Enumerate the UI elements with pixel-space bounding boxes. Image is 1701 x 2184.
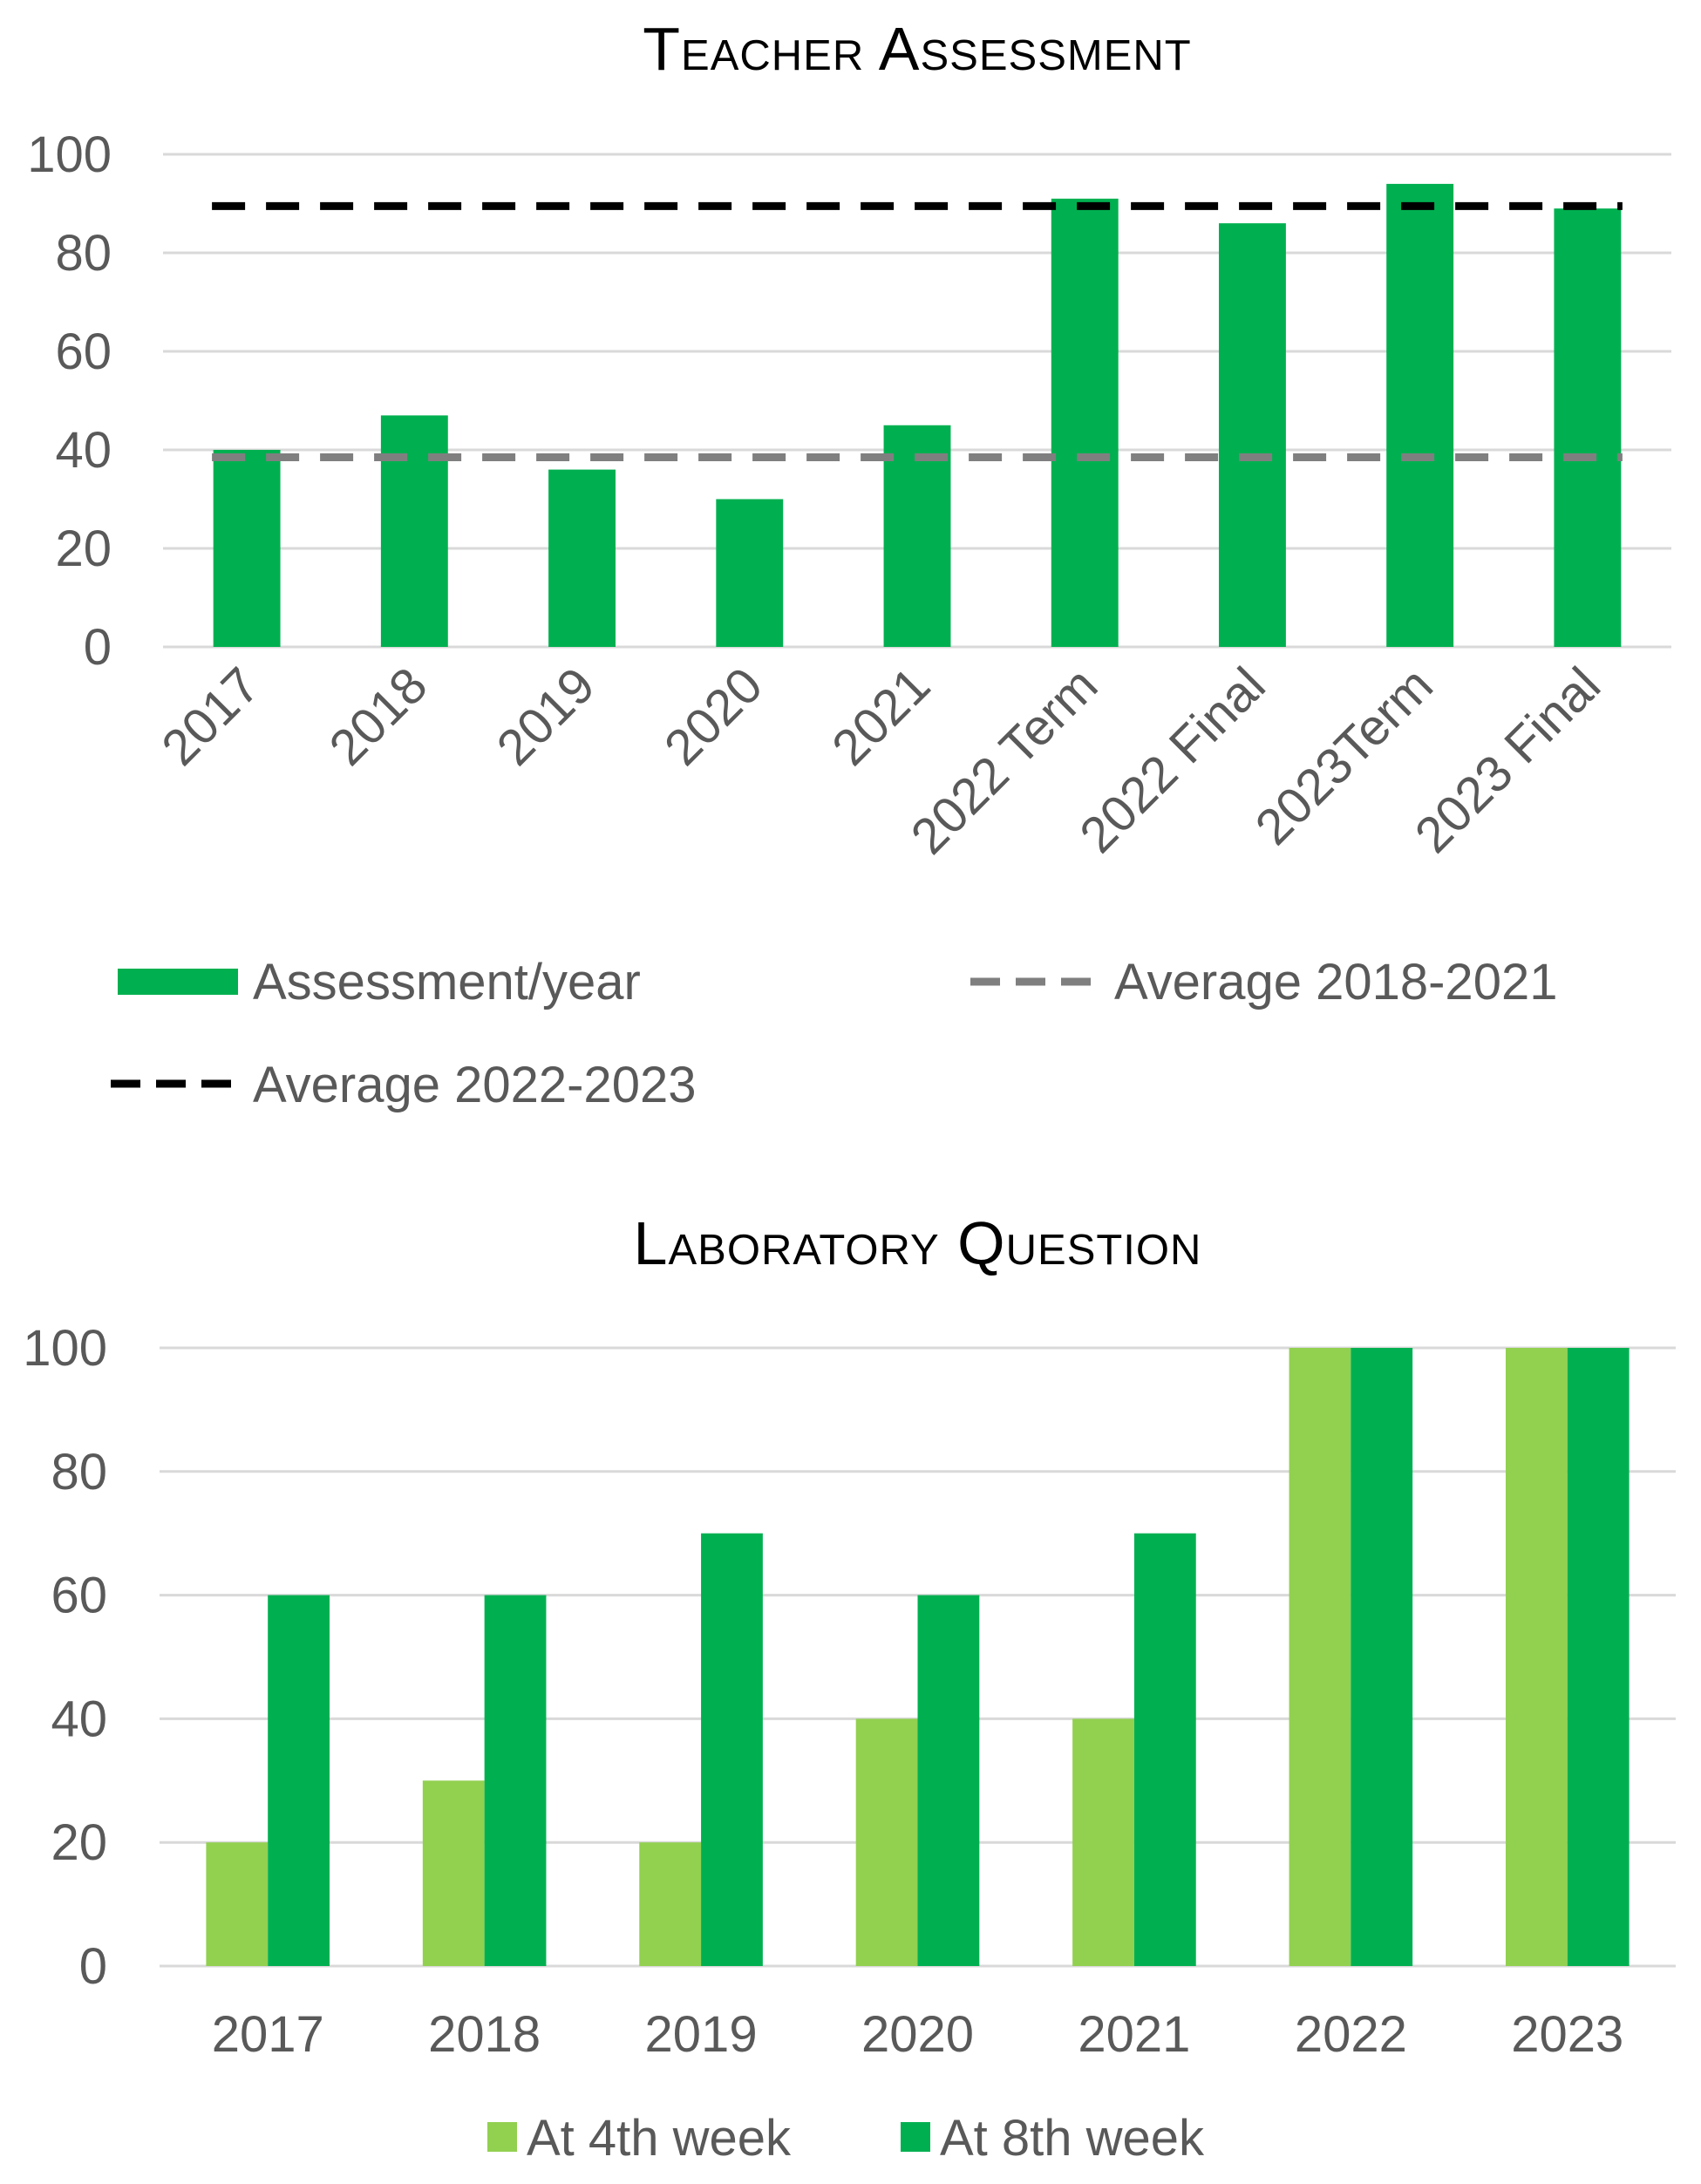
y-tick-label: 60 bbox=[55, 323, 112, 380]
bar-4th-week bbox=[1505, 1348, 1568, 1966]
bar-assessment bbox=[1219, 223, 1286, 647]
bar-assessment bbox=[548, 469, 616, 647]
legend-label-8th-week: At 8th week bbox=[940, 2110, 1205, 2167]
legend-label-average-2022-2023: Average 2022-2023 bbox=[253, 1057, 696, 1113]
y-tick-label: 40 bbox=[51, 1691, 107, 1747]
y-tick-label: 80 bbox=[51, 1444, 107, 1500]
bar-assessment bbox=[716, 499, 784, 647]
x-tick-label: 2019 bbox=[645, 2006, 758, 2063]
bar-8th-week bbox=[268, 1595, 330, 1966]
chart-laboratory-question: Laboratory Question 0 20 40 60 80 100 2017 2018 2… bbox=[23, 1209, 1676, 2167]
y-tick-label: 0 bbox=[84, 619, 112, 676]
bar-assessment bbox=[1386, 183, 1454, 647]
legend-label-assessment: Assessment/year bbox=[253, 954, 641, 1010]
bar-8th-week bbox=[1351, 1348, 1413, 1966]
bar-assessment bbox=[883, 425, 951, 647]
x-tick-label: 2022 bbox=[1295, 2006, 1407, 2063]
y-tick-label: 20 bbox=[55, 520, 112, 577]
x-tick-label: 2017 bbox=[151, 657, 270, 776]
y-tick-label: 100 bbox=[27, 126, 112, 183]
bar-8th-week bbox=[917, 1595, 980, 1966]
bar-assessment bbox=[1051, 198, 1119, 648]
legend-swatch-8th-week bbox=[901, 2122, 930, 2152]
legend-label-average-2018-2021: Average 2018-2021 bbox=[1114, 954, 1557, 1010]
chart-title: Teacher Assessment bbox=[643, 15, 1191, 83]
chart-teacher-assessment: Teacher Assessment 0 20 40 60 80 100 2017 2018 20… bbox=[27, 15, 1671, 1113]
x-tick-label: 2018 bbox=[318, 657, 438, 776]
y-tick-label: 80 bbox=[55, 225, 112, 282]
bar-4th-week bbox=[855, 1718, 918, 1966]
x-tick-label: 2022 Final bbox=[1069, 657, 1276, 863]
x-tick-label: 2023 Final bbox=[1405, 657, 1611, 863]
x-tick-label: 2019 bbox=[486, 657, 606, 776]
x-tick-label: 2021 bbox=[821, 657, 941, 776]
x-tick-label: 2023 bbox=[1511, 2006, 1623, 2063]
bar-8th-week bbox=[484, 1595, 547, 1966]
bar-4th-week bbox=[206, 1842, 269, 1966]
bar-8th-week bbox=[1133, 1533, 1196, 1966]
legend-label-4th-week: At 4th week bbox=[527, 2110, 792, 2167]
bar-8th-week bbox=[701, 1533, 763, 1966]
bar-4th-week bbox=[1072, 1718, 1134, 1966]
legend-swatch-assessment bbox=[118, 969, 238, 995]
chart-title: Laboratory Question bbox=[634, 1209, 1202, 1277]
y-tick-label: 100 bbox=[23, 1320, 107, 1377]
y-tick-label: 0 bbox=[79, 1938, 107, 1995]
legend-swatch-4th-week bbox=[487, 2122, 517, 2152]
y-tick-label: 60 bbox=[51, 1568, 107, 1624]
bar-4th-week bbox=[422, 1780, 485, 1966]
x-tick-label: 2020 bbox=[654, 657, 773, 776]
bar-assessment bbox=[380, 415, 448, 647]
x-tick-label: 2020 bbox=[861, 2006, 974, 2063]
x-tick-label: 2021 bbox=[1078, 2006, 1190, 2063]
x-tick-label: 2018 bbox=[428, 2006, 541, 2063]
bar-assessment bbox=[1554, 208, 1622, 647]
bar-assessment bbox=[213, 450, 281, 647]
bar-4th-week bbox=[639, 1842, 702, 1966]
y-tick-label: 20 bbox=[51, 1814, 107, 1871]
y-tick-label: 40 bbox=[55, 422, 112, 479]
bar-4th-week bbox=[1289, 1348, 1351, 1966]
bar-8th-week bbox=[1567, 1348, 1630, 1966]
x-tick-label: 2017 bbox=[212, 2006, 324, 2063]
